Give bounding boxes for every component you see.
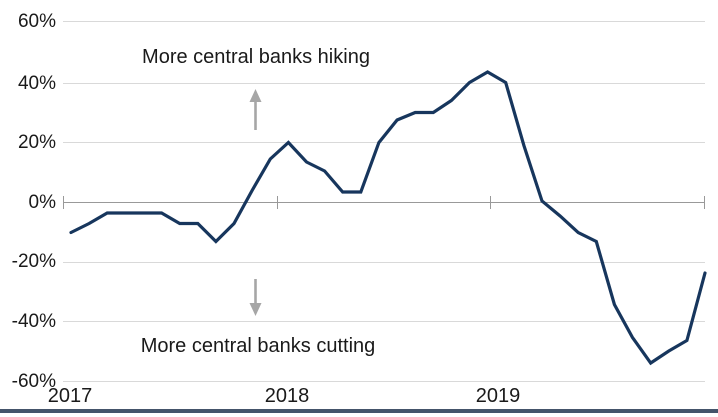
gridline-60 (63, 21, 705, 22)
zero-axis-line (63, 202, 705, 203)
annotation-cutting: More central banks cutting (140, 335, 376, 357)
x-tick-label: 2019 (475, 385, 521, 407)
down-arrow-icon (249, 279, 262, 321)
y-tick-label: 60% (17, 11, 56, 32)
axis-tick-2018 (277, 196, 278, 209)
axis-tick-2019 (490, 196, 491, 209)
y-tick-label: -40% (11, 311, 56, 332)
gridline-40 (63, 83, 705, 84)
bottom-border (0, 409, 718, 413)
up-arrow-icon (249, 89, 262, 135)
y-tick-label: -60% (11, 371, 56, 392)
axis-tick-end (704, 196, 705, 209)
gridline-neg20 (63, 262, 705, 263)
x-tick-label: 2018 (264, 385, 310, 407)
gridline-20 (63, 142, 705, 143)
gridline-neg40 (63, 321, 705, 322)
y-tick-label: -20% (11, 251, 56, 272)
y-tick-label: 40% (17, 73, 56, 94)
y-tick-label: 0% (28, 192, 56, 213)
gridline-neg60 (63, 381, 705, 382)
x-tick-label: 2017 (47, 385, 93, 407)
y-tick-label: 20% (17, 132, 56, 153)
annotation-hiking: More central banks hiking (142, 46, 370, 68)
axis-tick-2017 (63, 196, 64, 209)
